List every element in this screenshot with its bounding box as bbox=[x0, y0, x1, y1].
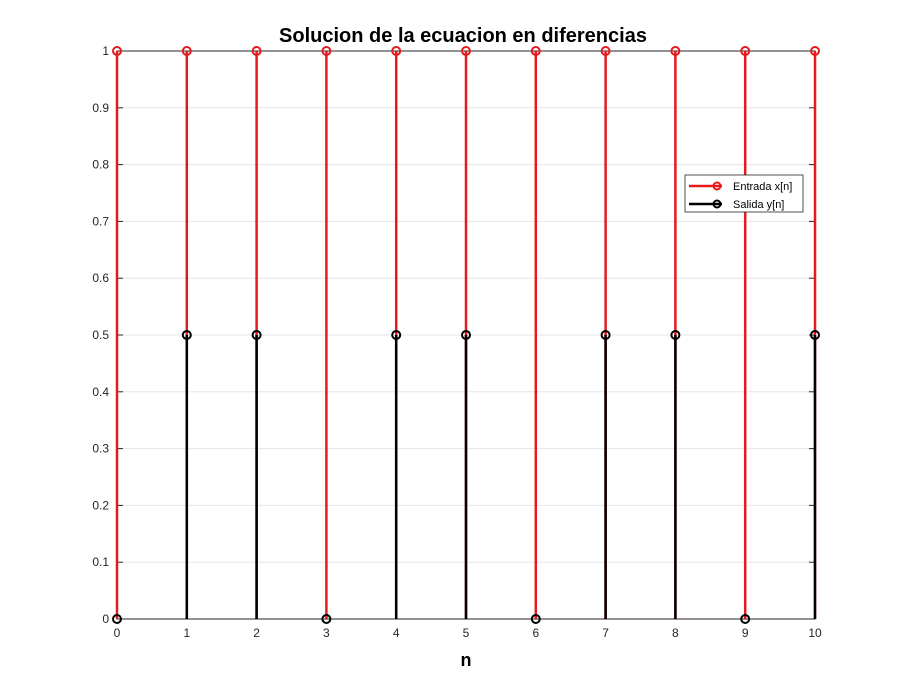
series-1 bbox=[112, 330, 820, 624]
legend-marker bbox=[712, 181, 722, 191]
x-tick-label: 3 bbox=[323, 626, 330, 640]
stem-marker bbox=[600, 46, 611, 56]
y-tick-label: 0.1 bbox=[92, 555, 109, 569]
stem-marker bbox=[251, 46, 262, 56]
x-tick-label: 9 bbox=[742, 626, 749, 640]
stem-marker bbox=[461, 46, 471, 56]
y-tick-label: 0.3 bbox=[92, 442, 109, 456]
x-tick-label: 8 bbox=[672, 626, 679, 640]
stem-marker bbox=[740, 614, 751, 624]
stem-marker bbox=[251, 330, 262, 340]
stem-marker bbox=[670, 46, 681, 56]
legend-label: Salida y[n] bbox=[733, 199, 784, 211]
x-tick-label: 7 bbox=[602, 626, 609, 640]
x-tick-label: 5 bbox=[463, 626, 470, 640]
y-tick-label: 0.5 bbox=[92, 328, 109, 342]
x-tick-label: 10 bbox=[808, 626, 822, 640]
x-tick-label: 0 bbox=[114, 626, 121, 640]
stem-marker bbox=[112, 46, 122, 56]
stem-marker bbox=[112, 614, 122, 624]
y-tick-label: 0.2 bbox=[92, 498, 109, 512]
y-tick-label: 1 bbox=[102, 44, 109, 58]
x-tick-label: 1 bbox=[183, 626, 190, 640]
stem-marker bbox=[461, 330, 471, 340]
y-tick-label: 0.7 bbox=[92, 214, 109, 228]
y-tick-label: 0.4 bbox=[92, 385, 109, 399]
tick-labels: 0 1 2 3 4 5 6 7 8 9 10 0 0.1 0.2 0.3 0.4 0.5 0.6 0.7 0.8 0.9… bbox=[92, 44, 822, 640]
stem-marker bbox=[321, 614, 332, 624]
stem-marker bbox=[391, 330, 402, 340]
x-tick-label: 6 bbox=[532, 626, 539, 640]
x-tick-label: 2 bbox=[253, 626, 260, 640]
x-axis-label: n bbox=[461, 650, 472, 670]
stem-marker bbox=[740, 46, 751, 56]
stem-marker bbox=[600, 330, 611, 340]
x-tick-label: 4 bbox=[393, 626, 400, 640]
legend-box bbox=[684, 174, 804, 213]
chart-title: Solucion de la ecuacion en diferencias bbox=[279, 25, 647, 47]
stem-marker bbox=[530, 614, 541, 624]
legend: Entrada x[n] Salida y[n] bbox=[684, 174, 804, 213]
stem-marker bbox=[181, 330, 192, 340]
y-tick-label: 0.6 bbox=[92, 271, 109, 285]
y-tick-label: 0 bbox=[102, 612, 109, 626]
y-tick-label: 0.9 bbox=[92, 101, 109, 115]
stem-marker bbox=[810, 46, 820, 56]
legend-label: Entrada x[n] bbox=[733, 181, 792, 193]
stem-marker bbox=[391, 46, 402, 56]
stem-marker bbox=[181, 46, 192, 56]
stem-marker bbox=[321, 46, 332, 56]
stem-marker bbox=[670, 330, 681, 340]
stem-marker bbox=[530, 46, 541, 56]
y-tick-label: 0.8 bbox=[92, 158, 109, 172]
legend-marker bbox=[712, 199, 722, 209]
stem-marker bbox=[810, 330, 820, 340]
stem-series bbox=[112, 46, 820, 624]
